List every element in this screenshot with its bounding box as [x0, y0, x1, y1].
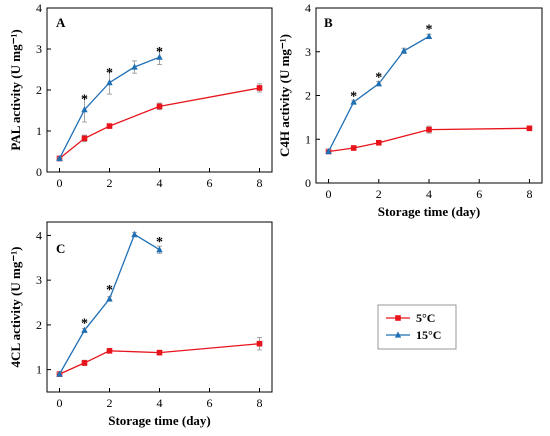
- panel-label: B: [324, 15, 333, 30]
- legend-marker: [395, 315, 401, 321]
- series-line: [59, 87, 260, 160]
- legend-label: 15°C: [416, 328, 441, 342]
- data-point: [131, 63, 138, 70]
- y-axis-label: 4CL activity (U mg⁻¹): [8, 247, 23, 368]
- x-tick-label: 8: [257, 396, 263, 410]
- data-point: [400, 47, 408, 54]
- plot-frame: [46, 7, 273, 173]
- y-tick-label: 1: [36, 124, 42, 138]
- significance-marker: *: [106, 66, 113, 81]
- data-point: [106, 79, 113, 86]
- data-point: [425, 32, 433, 40]
- data-point: [156, 349, 163, 356]
- panel-label: A: [56, 15, 66, 30]
- y-tick-label: 2: [36, 318, 42, 332]
- series-line: [328, 35, 430, 152]
- x-tick-label: 0: [57, 396, 63, 410]
- data-point: [81, 360, 88, 366]
- legend-box: [377, 304, 457, 350]
- data-point: [156, 103, 163, 110]
- data-point: [56, 154, 63, 162]
- x-tick-label: 6: [476, 187, 482, 201]
- x-tick-label: 0: [57, 176, 63, 190]
- data-point: [350, 145, 357, 151]
- series-line: [59, 343, 260, 375]
- x-axis-label: Storage time (day): [378, 204, 481, 219]
- significance-marker: *: [375, 70, 382, 85]
- legend: 5°C 15°C: [377, 304, 457, 350]
- data-point: [350, 98, 357, 105]
- y-tick-label: 4: [305, 1, 311, 15]
- significance-marker: *: [81, 92, 88, 107]
- x-tick-label: 8: [257, 176, 263, 190]
- significance-marker: *: [106, 283, 113, 298]
- series-15c: [56, 49, 163, 162]
- significance-marker: *: [350, 90, 357, 105]
- y-tick-label: 2: [36, 83, 42, 97]
- x-tick-label: 4: [426, 187, 432, 201]
- legend-label: 5°C: [416, 311, 435, 325]
- x-tick-label: 2: [376, 187, 382, 201]
- x-tick-label: 6: [207, 176, 213, 190]
- x-axis-label: Storage time (day): [108, 413, 211, 428]
- y-tick-label: 2: [305, 89, 311, 103]
- y-tick-label: 1: [305, 132, 311, 146]
- y-axis-label: C4H activity (U mg⁻¹): [277, 34, 292, 157]
- data-point: [325, 147, 332, 155]
- data-point: [81, 326, 88, 333]
- x-tick-label: 6: [207, 396, 213, 410]
- x-tick-label: 2: [107, 396, 113, 410]
- y-tick-label: 3: [36, 42, 42, 56]
- significance-marker: *: [156, 45, 163, 60]
- data-point: [375, 80, 382, 87]
- data-point: [131, 230, 138, 238]
- y-tick-label: 3: [36, 273, 42, 287]
- y-tick-label: 0: [36, 165, 42, 179]
- series-5c: [325, 125, 533, 155]
- y-tick-label: 3: [305, 45, 311, 59]
- data-point: [106, 348, 113, 354]
- data-point: [426, 126, 432, 133]
- x-tick-label: 4: [157, 176, 163, 190]
- y-tick-label: 0: [305, 176, 311, 190]
- significance-marker: *: [81, 316, 88, 331]
- data-point: [526, 125, 533, 132]
- y-tick-label: 4: [36, 228, 42, 242]
- data-point: [106, 123, 113, 129]
- y-tick-label: 4: [36, 1, 42, 15]
- data-point: [256, 85, 263, 91]
- data-point: [375, 139, 382, 146]
- data-point: [156, 246, 163, 253]
- series-15c: [56, 230, 163, 377]
- x-tick-label: 0: [326, 187, 332, 201]
- significance-marker: *: [426, 23, 433, 38]
- x-tick-label: 2: [107, 176, 113, 190]
- data-point: [56, 370, 63, 377]
- y-tick-label: 1: [36, 363, 42, 377]
- data-point: [256, 340, 263, 347]
- data-point: [156, 53, 163, 60]
- data-point: [81, 106, 88, 113]
- y-axis-label: PAL activity (U mg⁻¹): [8, 29, 23, 150]
- series-15c: [325, 32, 433, 155]
- x-tick-label: 8: [526, 187, 532, 201]
- x-tick-label: 4: [157, 396, 163, 410]
- panel-label: C: [56, 241, 65, 256]
- significance-marker: *: [156, 235, 163, 250]
- series-5c: [56, 336, 263, 377]
- data-point: [81, 135, 88, 142]
- legend-marker: [394, 331, 402, 338]
- data-point: [106, 295, 113, 302]
